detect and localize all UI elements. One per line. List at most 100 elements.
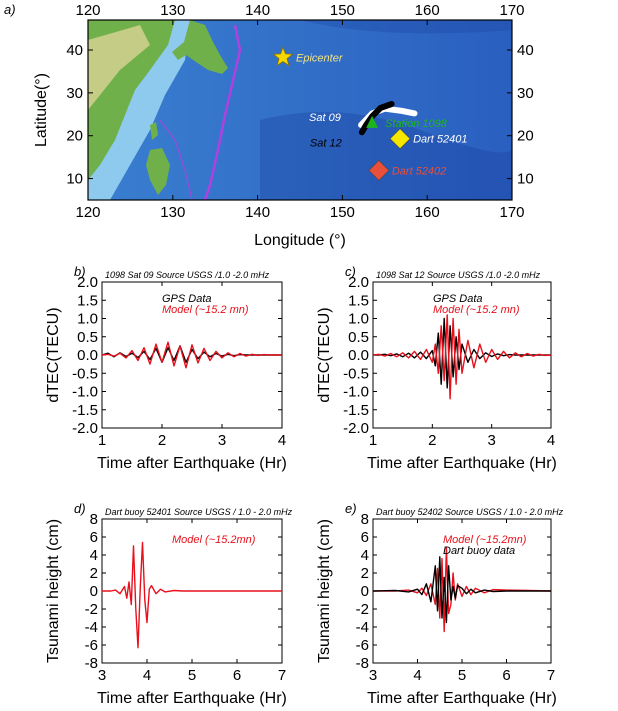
marker-label: Station 1098 — [385, 118, 448, 130]
map-lat-tick-left: 10 — [66, 171, 83, 188]
panel-title: Dart buoy 52401 Source USGS / 1.0 - 2.0 … — [105, 507, 293, 517]
map-lat-tick-left: 30 — [66, 85, 83, 102]
japan — [172, 20, 228, 74]
x-tick-label: 2 — [428, 432, 436, 449]
y-tick-label: -4 — [356, 619, 369, 636]
map-lat-tick-right: 20 — [517, 128, 534, 145]
y-tick-label: 0 — [90, 583, 98, 600]
y-tick-label: 4 — [361, 547, 369, 564]
chart-panel-e: Dart buoy 52402 Source USGS / 1.0 - 2.0 … — [316, 501, 564, 707]
deep-basin — [260, 112, 512, 200]
y-axis-label: dTEC(TECU) — [45, 307, 62, 402]
map-frame — [87, 19, 513, 201]
map-lat-tick-right: 40 — [517, 42, 534, 59]
map-lon-tick-bottom: 130 — [160, 204, 185, 221]
y-tick-label: -8 — [356, 655, 369, 672]
legend-entry: Model (~15.2 mn) — [162, 304, 249, 316]
y-tick-label: 2 — [361, 565, 369, 582]
marker-label: Dart 52401 — [413, 134, 467, 146]
map-lon-tick-bottom: 140 — [245, 204, 270, 221]
x-tick-label: 5 — [458, 667, 466, 684]
map-lon-tick-top: 150 — [330, 2, 355, 19]
map-lon-tick-bottom: 170 — [499, 204, 524, 221]
x-tick-label: 4 — [547, 432, 555, 449]
series-line — [372, 556, 551, 624]
y-tick-label: 1.0 — [77, 311, 98, 328]
chart-panel-b: 1098 Sat 09 Source USGS /1.0 -2.0 mHz b) 1… — [45, 264, 287, 472]
marker-label: Epicenter — [296, 52, 344, 64]
panel-title: 1098 Sat 12 Source USGS /1.0 -2.0 mHz — [376, 270, 541, 280]
map-lon-tick-top: 160 — [415, 2, 440, 19]
x-tick-label: 4 — [143, 667, 151, 684]
y-tick-label: 0.5 — [77, 329, 98, 346]
map-lat-tick-left: 40 — [66, 42, 83, 59]
x-tick-label: 7 — [547, 667, 555, 684]
series-line — [372, 314, 552, 400]
x-tick-label: 7 — [278, 667, 286, 684]
map-lon-tick-bottom: 150 — [330, 204, 355, 221]
y-tick-label: 2.0 — [348, 274, 369, 291]
x-tick-label: 6 — [233, 667, 241, 684]
x-tick-label: 3 — [218, 432, 226, 449]
philippines — [146, 148, 170, 195]
x-tick-label: 6 — [502, 667, 510, 684]
map-panel-label: a) — [4, 2, 16, 17]
y-tick-label: 8 — [361, 511, 369, 528]
x-tick-label: 4 — [413, 667, 421, 684]
panel-label: d) — [74, 501, 86, 516]
map-xlabel: Longitude (°) — [254, 232, 346, 249]
map-lat-tick-left: 20 — [66, 128, 83, 145]
x-axis-label: Time after Earthquake (Hr) — [97, 690, 287, 707]
x-tick-label: 1 — [98, 432, 106, 449]
map-lon-tick-top: 120 — [75, 2, 100, 19]
legend-entry: Dart buoy data — [443, 545, 515, 557]
chart-panel-c: 1098 Sat 12 Source USGS /1.0 -2.0 mHz c) 1… — [316, 264, 557, 472]
y-tick-label: 0.0 — [77, 347, 98, 364]
asia-highlands — [88, 25, 150, 110]
map-lon-tick-top: 140 — [245, 2, 270, 19]
map-lat-tick-right: 10 — [517, 171, 534, 188]
y-axis-label: Tsunami height (cm) — [316, 519, 333, 663]
legend-entry: GPS Data — [433, 293, 483, 305]
legend-entry: Model (~15.2mn) — [172, 534, 256, 546]
y-tick-label: 0.0 — [348, 347, 369, 364]
y-tick-label: 0 — [361, 583, 369, 600]
x-tick-label: 3 — [369, 667, 377, 684]
panel-title: Dart buoy 52402 Source USGS / 1.0 - 2.0 … — [376, 507, 564, 517]
map-ylabel: Latitude(°) — [33, 73, 50, 147]
y-tick-label: -4 — [85, 619, 98, 636]
legend-entry: Model (~15.2mn) — [443, 534, 527, 546]
track-label: Sat 09 — [309, 112, 341, 124]
y-tick-label: -1.0 — [343, 384, 369, 401]
y-tick-label: -2 — [85, 601, 98, 618]
map-markers: Epicenter Station 1098 Dart 52401 Dart 5240… — [272, 46, 468, 181]
x-tick-label: 2 — [158, 432, 166, 449]
deep-basin-north — [300, 20, 512, 34]
x-tick-label: 1 — [369, 432, 377, 449]
map-lon-tick-top: 170 — [499, 2, 524, 19]
y-axis-label: Tsunami height (cm) — [45, 519, 62, 663]
y-tick-label: 1.5 — [77, 292, 98, 309]
panel-label: b) — [74, 264, 86, 279]
y-tick-label: -0.5 — [343, 365, 369, 382]
epicenter-marker — [272, 46, 294, 67]
x-axis-label: Time after Earthquake (Hr) — [367, 690, 557, 707]
panel-title: 1098 Sat 09 Source USGS /1.0 -2.0 mHz — [105, 270, 270, 280]
y-tick-label: -1.5 — [343, 402, 369, 419]
panel-label: c) — [345, 264, 356, 279]
track-label: Sat 12 — [310, 137, 342, 149]
y-tick-label: -1.0 — [72, 384, 98, 401]
y-tick-label: -2 — [356, 601, 369, 618]
x-tick-label: 5 — [188, 667, 196, 684]
series-line — [102, 541, 282, 649]
y-tick-label: 1.5 — [348, 292, 369, 309]
y-tick-label: -2.0 — [72, 420, 98, 437]
trench-secondary — [159, 119, 193, 200]
y-tick-label: -2.0 — [343, 420, 369, 437]
map-panel: a) 1201201301301401401501501601601701701… — [4, 2, 534, 249]
y-tick-label: 2.0 — [77, 274, 98, 291]
map-lon-tick-bottom: 120 — [75, 204, 100, 221]
map-lat-tick-right: 30 — [517, 85, 534, 102]
trench — [203, 24, 242, 200]
chart-panel-d: Dart buoy 52401 Source USGS / 1.0 - 2.0 … — [45, 501, 293, 707]
